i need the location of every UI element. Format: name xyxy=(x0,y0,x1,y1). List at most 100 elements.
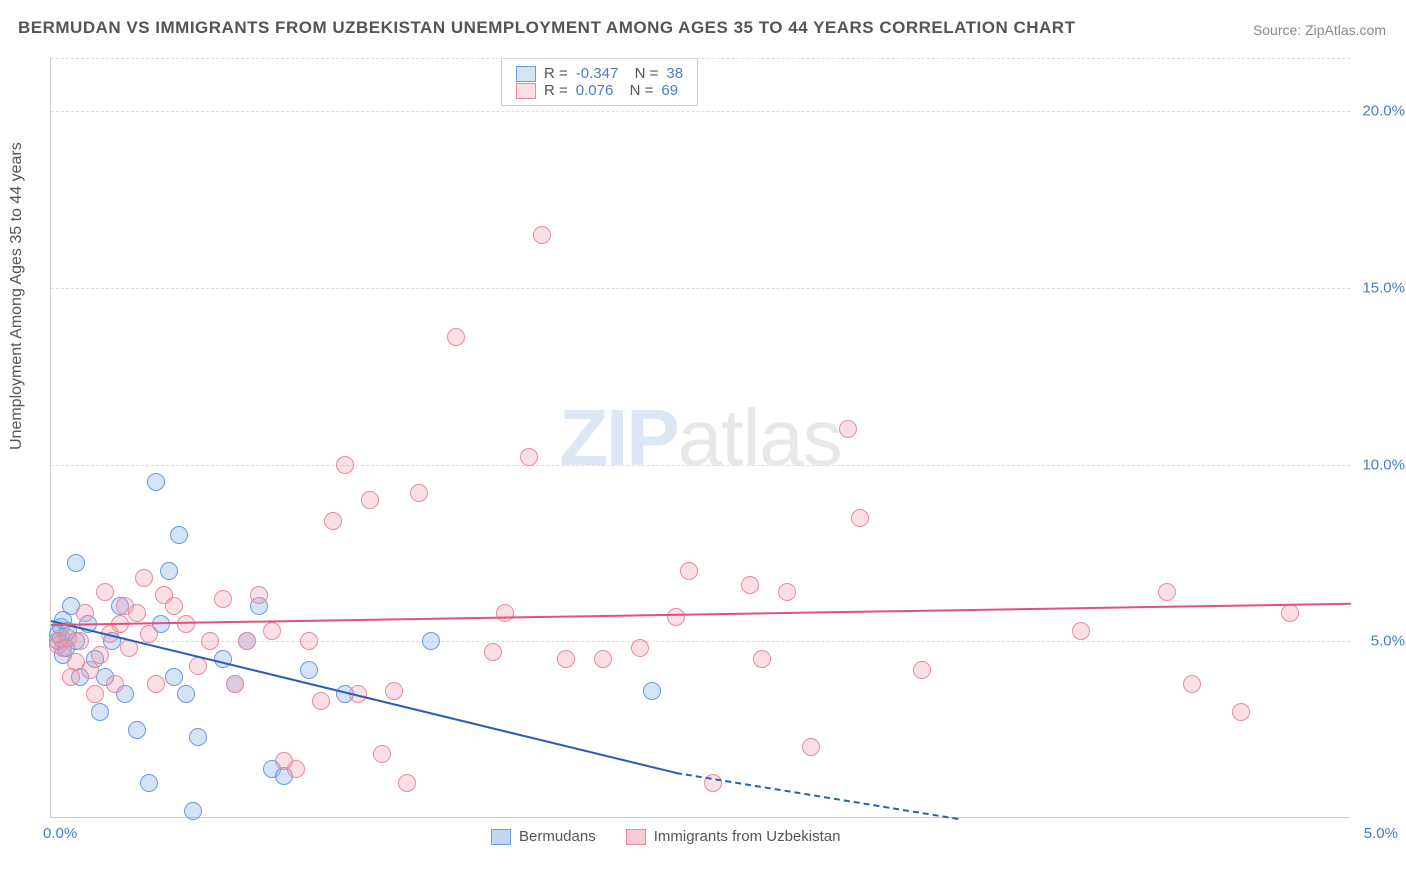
legend-row-uzbekistan: R = 0.076 N = 69 xyxy=(516,82,683,99)
data-point xyxy=(106,675,124,693)
data-point xyxy=(643,682,661,700)
x-tick-label: 0.0% xyxy=(43,825,77,842)
data-point xyxy=(802,738,820,756)
legend-r-value-1: 0.076 xyxy=(576,82,614,99)
data-point xyxy=(214,590,232,608)
data-point xyxy=(410,484,428,502)
legend-r-label: R = xyxy=(544,82,568,99)
data-point xyxy=(238,632,256,650)
trend-line xyxy=(51,602,1351,625)
data-point xyxy=(422,632,440,650)
data-point xyxy=(361,491,379,509)
data-point xyxy=(91,703,109,721)
data-point xyxy=(140,625,158,643)
data-point xyxy=(128,721,146,739)
data-point xyxy=(300,661,318,679)
data-point xyxy=(496,604,514,622)
data-point xyxy=(667,608,685,626)
legend-row-bermudans: R = -0.347 N = 38 xyxy=(516,65,683,82)
y-tick-label: 15.0% xyxy=(1362,279,1405,296)
legend-item-uzbekistan: Immigrants from Uzbekistan xyxy=(626,828,841,845)
data-point xyxy=(594,650,612,668)
y-tick-label: 10.0% xyxy=(1362,456,1405,473)
data-point xyxy=(189,657,207,675)
legend-r-value-0: -0.347 xyxy=(576,65,619,82)
data-point xyxy=(447,328,465,346)
data-point xyxy=(160,562,178,580)
data-point xyxy=(753,650,771,668)
trend-line xyxy=(676,772,958,820)
data-point xyxy=(201,632,219,650)
source-attribution: Source: ZipAtlas.com xyxy=(1253,22,1386,38)
data-point xyxy=(1281,604,1299,622)
data-point xyxy=(385,682,403,700)
data-point xyxy=(1158,583,1176,601)
watermark-atlas: atlas xyxy=(678,393,842,482)
data-point xyxy=(839,420,857,438)
y-axis-label: Unemployment Among Ages 35 to 44 years xyxy=(8,142,26,450)
data-point xyxy=(250,586,268,604)
correlation-legend: R = -0.347 N = 38 R = 0.076 N = 69 xyxy=(501,58,698,106)
data-point xyxy=(680,562,698,580)
legend-r-label: R = xyxy=(544,65,568,82)
legend-swatch-pink xyxy=(516,83,536,99)
data-point xyxy=(71,632,89,650)
data-point xyxy=(336,456,354,474)
data-point xyxy=(1183,675,1201,693)
y-tick-label: 5.0% xyxy=(1371,633,1405,650)
data-point xyxy=(135,569,153,587)
data-point xyxy=(287,760,305,778)
data-point xyxy=(128,604,146,622)
data-point xyxy=(140,774,158,792)
data-point xyxy=(91,646,109,664)
data-point xyxy=(263,622,281,640)
legend-label: Bermudans xyxy=(519,828,596,845)
data-point xyxy=(398,774,416,792)
data-point xyxy=(189,728,207,746)
data-point xyxy=(170,526,188,544)
legend-label: Immigrants from Uzbekistan xyxy=(654,828,841,845)
data-point xyxy=(631,639,649,657)
legend-swatch xyxy=(491,829,511,845)
y-tick-label: 20.0% xyxy=(1362,103,1405,120)
trend-line xyxy=(51,620,677,774)
gridline xyxy=(51,465,1350,466)
data-point xyxy=(67,554,85,572)
legend-swatch-blue xyxy=(516,66,536,82)
legend-swatch xyxy=(626,829,646,845)
legend-n-value-1: 69 xyxy=(661,82,678,99)
data-point xyxy=(86,685,104,703)
watermark-zip: ZIP xyxy=(559,393,677,482)
data-point xyxy=(778,583,796,601)
watermark: ZIPatlas xyxy=(559,392,841,484)
chart-title: BERMUDAN VS IMMIGRANTS FROM UZBEKISTAN U… xyxy=(18,18,1075,38)
x-tick-label: 5.0% xyxy=(1364,825,1398,842)
data-point xyxy=(300,632,318,650)
legend-n-label: N = xyxy=(621,82,653,99)
data-point xyxy=(741,576,759,594)
data-point xyxy=(96,583,114,601)
data-point xyxy=(851,509,869,527)
data-point xyxy=(913,661,931,679)
data-point xyxy=(1072,622,1090,640)
legend-item-bermudans: Bermudans xyxy=(491,828,596,845)
data-point xyxy=(147,473,165,491)
data-point xyxy=(147,675,165,693)
gridline xyxy=(51,111,1350,112)
legend-n-label: N = xyxy=(626,65,658,82)
data-point xyxy=(177,685,195,703)
data-point xyxy=(1232,703,1250,721)
scatter-chart: ZIPatlas R = -0.347 N = 38 R = 0.076 N =… xyxy=(50,58,1350,818)
series-legend: Bermudans Immigrants from Uzbekistan xyxy=(491,828,840,845)
data-point xyxy=(165,597,183,615)
data-point xyxy=(533,226,551,244)
data-point xyxy=(324,512,342,530)
data-point xyxy=(373,745,391,763)
data-point xyxy=(226,675,244,693)
legend-n-value-0: 38 xyxy=(666,65,683,82)
data-point xyxy=(557,650,575,668)
data-point xyxy=(312,692,330,710)
data-point xyxy=(165,668,183,686)
data-point xyxy=(484,643,502,661)
data-point xyxy=(520,448,538,466)
